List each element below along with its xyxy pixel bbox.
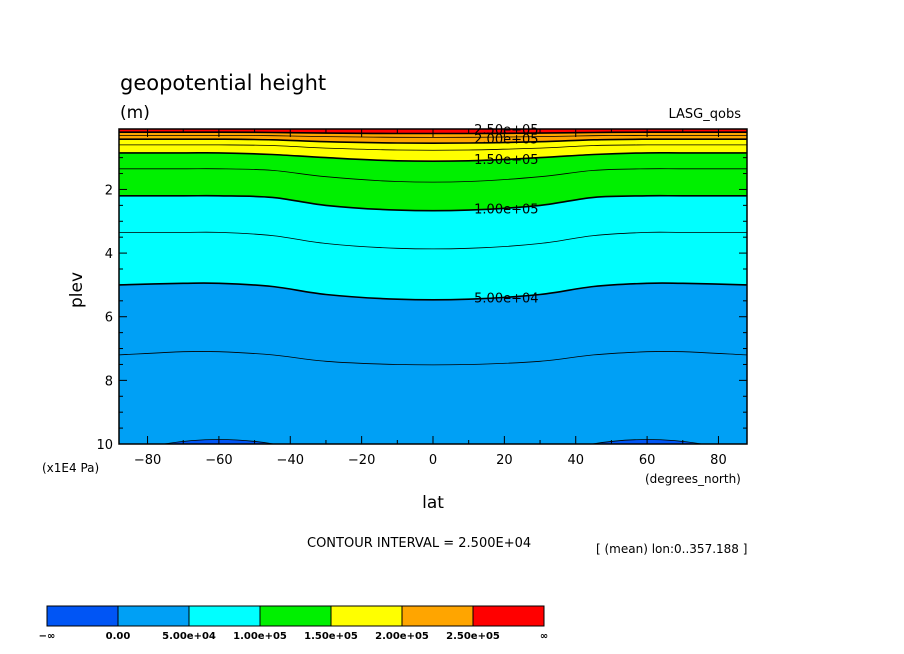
contour-line-150000 <box>118 151 747 162</box>
color-key-label-5: 2.00e+05 <box>375 631 429 642</box>
fill-band-3 <box>119 195 747 249</box>
contour-lines <box>118 131 748 366</box>
x-tick-label: 20 <box>496 453 513 468</box>
x-axis-label: lat <box>422 493 444 513</box>
x-units-label: (degrees_north) <box>645 472 741 486</box>
x-tick-label: 60 <box>639 453 656 468</box>
contour-label-0: 2.50e+05 <box>474 123 538 138</box>
x-tick-label: −80 <box>134 453 161 468</box>
contour-line-225000 <box>118 134 747 138</box>
color-key-label-4: 1.50e+05 <box>304 631 358 642</box>
x-tick-label: −40 <box>277 453 304 468</box>
fill-band-0 <box>119 351 747 444</box>
color-key-bin-4 <box>330 605 403 627</box>
contour-interval-text: CONTOUR INTERVAL = 2.500E+04 <box>307 536 531 551</box>
color-key-bin-5 <box>401 605 474 627</box>
y-tick-label: 4 <box>105 247 113 262</box>
contour-label-4: 5.00e+04 <box>474 292 538 307</box>
contour-line-200000 <box>119 138 747 144</box>
region-text: [ (mean) lon:0..357.188 ] <box>596 542 747 556</box>
contour-label-3: 1.00e+05 <box>474 203 538 218</box>
y-tick-label: 10 <box>96 438 113 453</box>
y-tick-label: 6 <box>105 311 113 326</box>
contour-line-25000 <box>118 350 748 366</box>
contour-label-1: 2.00e+05 <box>474 133 538 148</box>
contour-line-175000 <box>119 144 747 151</box>
fill-band-4 <box>119 168 747 211</box>
fill-band-7 <box>119 139 747 151</box>
contour-line-50000 <box>118 282 748 301</box>
fill-band-2 <box>119 232 747 300</box>
color-key-bin-0 <box>46 605 119 627</box>
y-tick-label: 8 <box>105 374 113 389</box>
color-key-label-2: 5.00e+04 <box>162 631 216 642</box>
y-axis: 2 4 6 8 10 <box>96 157 747 453</box>
y-units-label: (x1E4 Pa) <box>42 461 99 475</box>
color-key-bin-6 <box>472 605 545 627</box>
color-key-label-1: 0.00 <box>106 631 131 642</box>
fill-band-8 <box>119 135 747 144</box>
color-key-label-3: 1.00e+05 <box>233 631 287 642</box>
x-tick-label: 40 <box>567 453 584 468</box>
x-tick-label: −20 <box>348 453 375 468</box>
fill-band-6 <box>119 144 747 162</box>
x-tick-label: 80 <box>710 453 727 468</box>
chart-units: (m) <box>120 103 150 123</box>
contour-fill-regions <box>119 129 747 444</box>
color-key-bin-1 <box>117 605 190 627</box>
chart-title: geopotential height <box>120 71 326 95</box>
y-axis-label: plev <box>67 272 87 308</box>
color-key-bin-2 <box>188 605 261 627</box>
dataset-label: LASG_qobs <box>669 107 742 122</box>
color-key: −∞ 0.00 5.00e+04 1.00e+05 1.50e+05 2.00e+05 2.… <box>39 605 548 642</box>
contour-label-2: 1.50e+05 <box>474 153 538 168</box>
fill-band-1 <box>119 283 747 365</box>
color-key-label-6: 2.50e+05 <box>446 631 500 642</box>
x-tick-label: 0 <box>429 453 437 468</box>
contour-line-125000 <box>119 168 747 183</box>
contour-labels: 2.50e+052.00e+05 1.50e+05 1.00e+05 5.00e+04 <box>474 123 538 307</box>
contour-line-100000 <box>119 194 747 212</box>
color-key-label-0: −∞ <box>39 631 56 642</box>
color-key-label-7: ∞ <box>540 631 548 642</box>
fill-band-5 <box>119 152 747 183</box>
color-key-bin-3 <box>259 605 332 627</box>
contour-line-75000 <box>119 231 747 250</box>
x-axis: −80 −60 −40 −20 0 20 40 60 80 <box>134 129 727 468</box>
x-tick-label: −60 <box>205 453 232 468</box>
y-tick-label: 2 <box>105 183 113 198</box>
